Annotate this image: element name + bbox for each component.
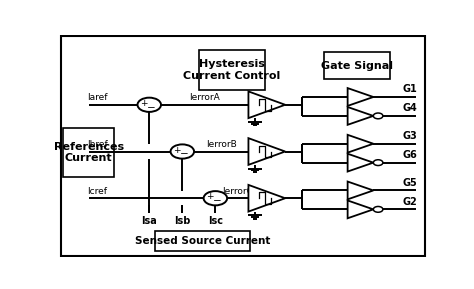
FancyBboxPatch shape (324, 53, 390, 79)
Circle shape (171, 144, 194, 159)
Text: G3: G3 (403, 131, 418, 141)
Text: References
Current: References Current (54, 142, 124, 163)
Text: G1: G1 (403, 84, 418, 94)
Polygon shape (347, 135, 374, 153)
Text: G6: G6 (403, 150, 418, 160)
Text: IerrorC: IerrorC (222, 187, 253, 196)
Text: Hysteresis
Current Control: Hysteresis Current Control (183, 60, 281, 81)
Text: +: + (173, 146, 181, 155)
Text: Isa: Isa (141, 216, 157, 226)
Polygon shape (347, 107, 374, 125)
Circle shape (374, 160, 383, 166)
FancyBboxPatch shape (199, 50, 265, 90)
Text: IerrorB: IerrorB (206, 140, 237, 149)
Polygon shape (248, 185, 285, 212)
Text: +: + (140, 99, 148, 108)
Polygon shape (347, 154, 374, 172)
Polygon shape (248, 91, 285, 118)
Text: −: − (180, 149, 189, 159)
FancyBboxPatch shape (63, 128, 114, 177)
Circle shape (204, 191, 227, 205)
Text: Iaref: Iaref (87, 93, 107, 102)
Text: Sensed Source Current: Sensed Source Current (135, 236, 270, 246)
Text: G4: G4 (403, 103, 418, 113)
Text: G2: G2 (403, 197, 418, 207)
Text: −: − (213, 196, 221, 206)
Text: −: − (146, 103, 155, 113)
Text: IerrorA: IerrorA (189, 93, 220, 102)
Polygon shape (347, 88, 374, 106)
Text: Ibref: Ibref (87, 140, 108, 149)
Circle shape (374, 206, 383, 212)
FancyBboxPatch shape (61, 36, 425, 256)
FancyBboxPatch shape (155, 231, 250, 251)
Text: Isc: Isc (208, 216, 223, 226)
Circle shape (374, 113, 383, 119)
Polygon shape (347, 181, 374, 199)
Polygon shape (248, 138, 285, 165)
Text: Isb: Isb (174, 216, 191, 226)
Text: Gate Signal: Gate Signal (321, 61, 393, 71)
Text: G5: G5 (403, 178, 418, 188)
Circle shape (137, 98, 161, 112)
Polygon shape (347, 201, 374, 218)
Text: +: + (206, 192, 214, 201)
Text: Icref: Icref (87, 187, 107, 196)
